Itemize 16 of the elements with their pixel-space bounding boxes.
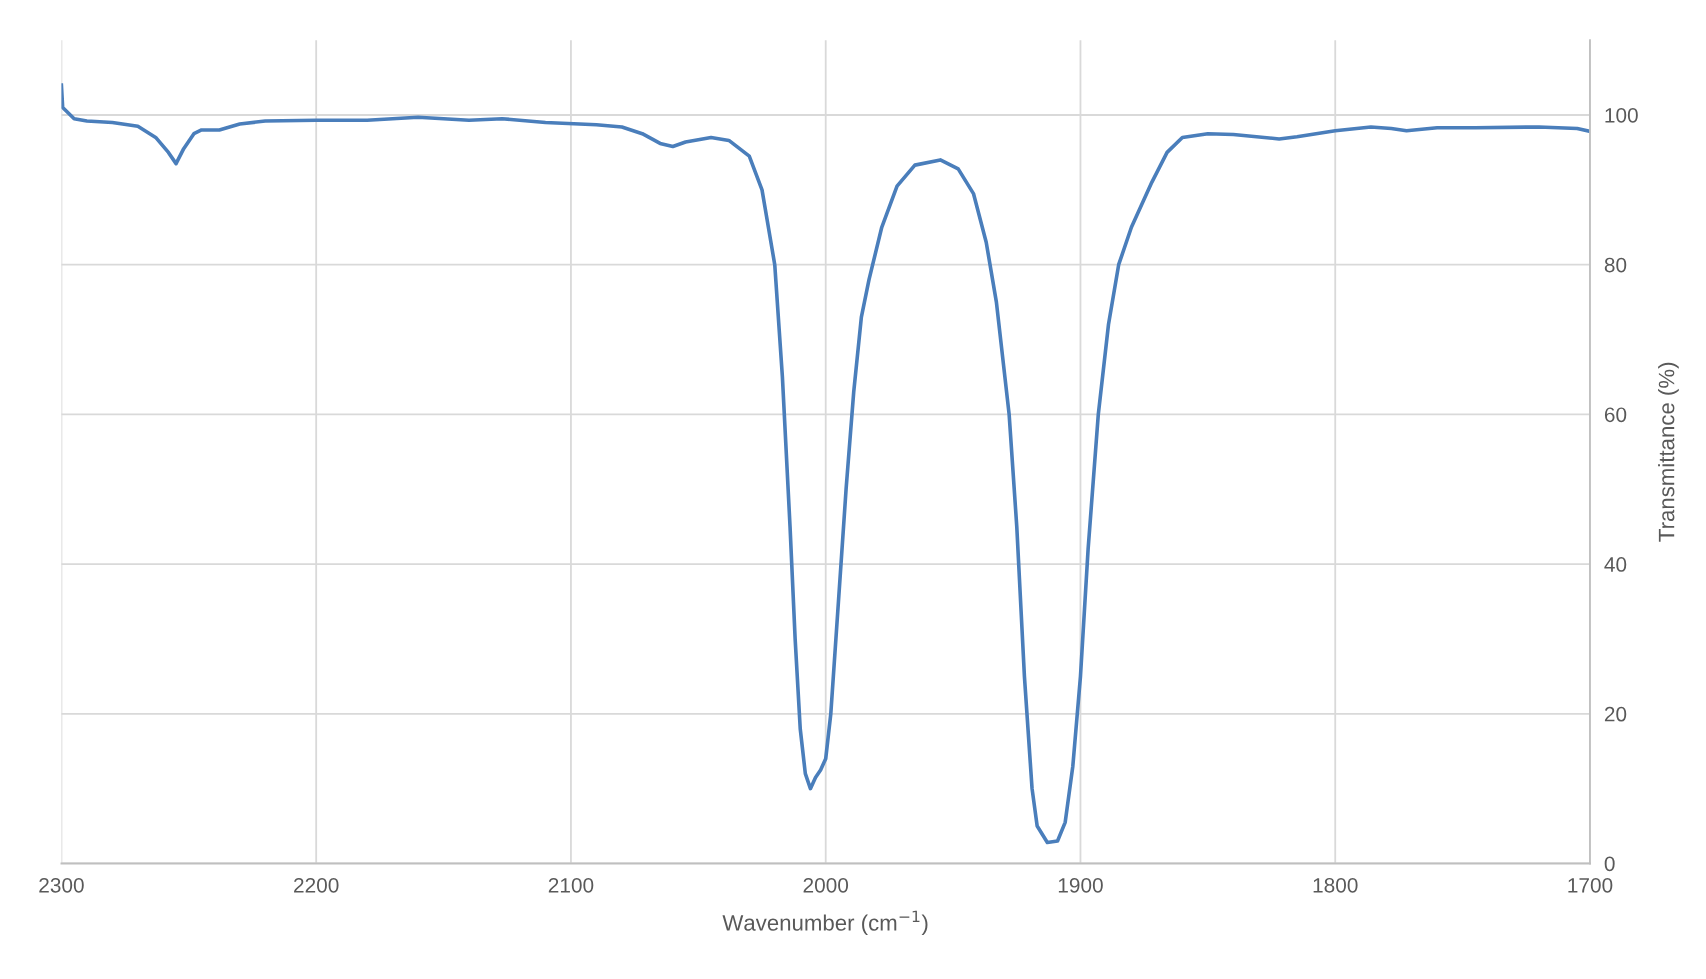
- x-tick-label: 2200: [294, 877, 339, 893]
- y-tick-label: 60: [1604, 407, 1627, 423]
- x-tick-label: 2100: [548, 877, 594, 893]
- x-tick-label: 1700: [1568, 877, 1613, 893]
- y-tick-label: 0: [1604, 856, 1615, 872]
- y-tick-label: 40: [1604, 557, 1627, 572]
- x-tick-label: 2300: [39, 877, 84, 893]
- y-tick-label: 20: [1604, 706, 1627, 722]
- y-tick-label: 80: [1604, 257, 1627, 273]
- x-tick-label: 1800: [1313, 877, 1358, 893]
- line-series: [61, 83, 1590, 845]
- x-tick-label: 2000: [803, 877, 849, 893]
- x-axis-title: Wavenumber (cm$^{−1}$): [722, 910, 928, 936]
- y-axis-title: Transmittance (%): [1658, 362, 1679, 542]
- y-tick-label: 100: [1605, 107, 1638, 123]
- x-tick-label: 1900: [1058, 877, 1103, 893]
